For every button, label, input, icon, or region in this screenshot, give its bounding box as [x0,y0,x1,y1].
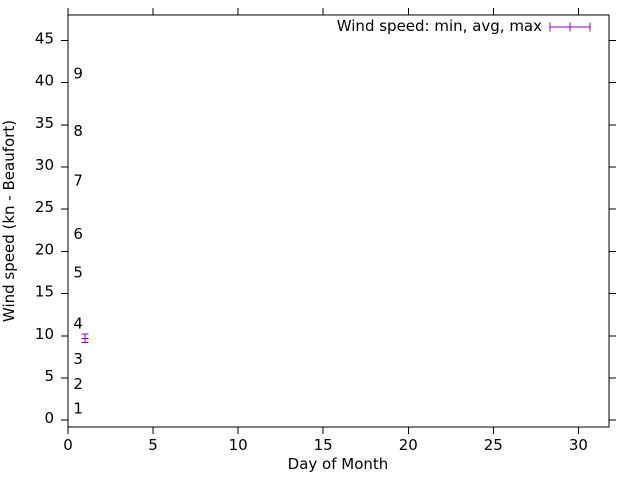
beaufort-scale-label: 6 [73,225,83,243]
x-tick-label: 20 [399,436,418,454]
beaufort-scale-label: 2 [73,375,83,393]
x-axis-title: Day of Month [288,455,389,473]
x-tick-label: 5 [148,436,158,454]
beaufort-scale-label: 9 [73,64,83,82]
y-tick-label: 10 [35,325,54,343]
x-tick-label: 25 [484,436,503,454]
y-tick-label: 0 [44,409,54,427]
y-tick-label: 30 [35,156,54,174]
y-tick-label: 25 [35,198,54,216]
y-tick-label: 20 [35,240,54,258]
y-tick-label: 45 [35,29,54,47]
beaufort-scale-label: 8 [73,122,83,140]
beaufort-scale-label: 4 [73,314,83,332]
y-axis-title: Wind speed (kn - Beaufort) [0,120,18,322]
plot-border [67,14,610,428]
beaufort-scale-label: 5 [73,264,83,282]
y-tick-label: 35 [35,114,54,132]
x-tick-label: 0 [63,436,73,454]
x-tick-label: 15 [314,436,333,454]
legend-label: Wind speed: min, avg, max [337,17,542,35]
x-tick-label: 30 [569,436,588,454]
beaufort-scale-label: 7 [73,172,83,190]
y-tick-label: 15 [35,283,54,301]
x-tick-label: 10 [229,436,248,454]
beaufort-scale-label: 1 [73,400,83,418]
y-tick-label: 40 [35,72,54,90]
beaufort-scale-label: 3 [73,350,83,368]
y-tick-label: 5 [44,367,54,385]
